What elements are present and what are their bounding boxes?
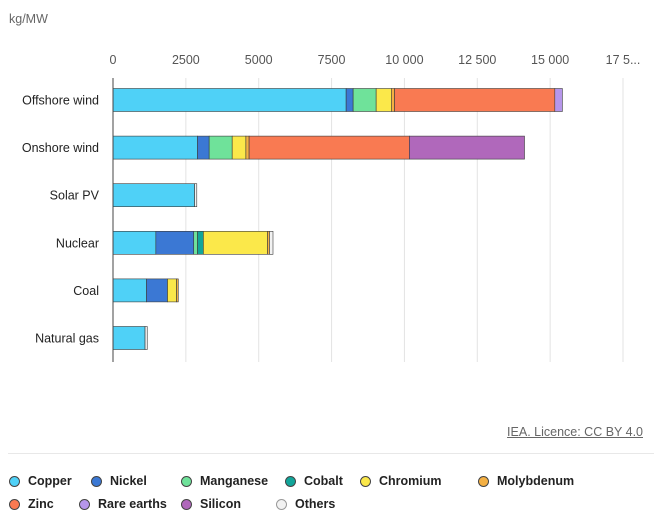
legend-item-zinc[interactable]: Zinc [9,497,79,511]
x-tick-label: 12 500 [458,53,496,67]
legend-item-nickel[interactable]: Nickel [91,474,181,488]
legend-swatch [91,475,102,487]
unit-label: kg/MW [9,12,48,26]
source-link[interactable]: IEA. Licence: CC BY 4.0 [507,425,643,439]
x-tick-label: 10 000 [385,53,423,67]
x-tick-label: 0 [110,53,117,67]
bar-segment-cobalt[interactable] [197,231,204,255]
bar-segment-others[interactable] [144,326,148,350]
legend-swatch [9,475,20,487]
legend-label: Copper [28,474,72,488]
bar-segment-nickel[interactable] [146,278,168,303]
legend-label: Silicon [200,497,241,511]
bar-segment-molybdenum[interactable] [267,231,270,255]
bar-segment-molybdenum[interactable] [391,88,395,112]
category-label: Natural gas [35,332,99,346]
legend-label: Molybdenum [497,474,575,488]
legend-swatch [181,498,192,510]
divider [8,453,654,454]
bar-segment-copper[interactable] [112,278,147,303]
legend-swatch [285,475,296,487]
legend-item-chromium[interactable]: Chromium [360,474,478,488]
legend-label: Chromium [379,474,442,488]
legend-swatch [478,475,489,487]
bar-segment-copper[interactable] [112,135,198,160]
bar-segment-copper[interactable] [112,231,157,255]
legend-swatch [181,475,192,487]
bar-segment-nickel[interactable] [197,135,210,160]
bar-segment-nickel[interactable] [345,88,354,112]
legend-item-molybdenum[interactable]: Molybdenum [478,474,598,488]
bar-segment-chromium[interactable] [203,231,268,255]
legend-swatch [276,498,287,510]
legend-item-rare-earths[interactable]: Rare earths [79,497,181,511]
bar-segment-chromium[interactable] [375,88,392,112]
category-label: Onshore wind [22,141,99,155]
x-tick-label: 15 000 [531,53,569,67]
bar-segment-chromium[interactable] [231,135,247,160]
category-label: Solar PV [50,189,100,203]
legend-label: Others [295,497,336,511]
category-label: Coal [73,284,99,298]
bar-segment-manganese[interactable] [208,135,233,160]
bar-segment-molybdenum[interactable] [245,135,250,160]
x-tick-label: 2500 [172,53,200,67]
bar-segment-copper[interactable] [112,88,347,112]
bar-segment-others[interactable] [269,231,274,255]
legend-swatch [360,475,371,487]
x-tick-label: 7500 [318,53,346,67]
bar-segment-zinc[interactable] [394,88,556,112]
x-tick-label: 5000 [245,53,273,67]
bars [112,88,563,350]
x-axis-ticks: 0 2500 5000 7500 10 000 12 500 15 000 17 5... [110,53,641,67]
bar-segment-silicon[interactable] [409,135,525,160]
legend-swatch [79,498,90,510]
legend: Copper Nickel Manganese Cobalt Chromium Molyb… [9,474,649,520]
category-label: Nuclear [56,236,99,250]
bar-segment-manganese[interactable] [193,231,198,255]
legend-label: Manganese [200,474,269,488]
legend-label: Zinc [28,497,54,511]
category-labels: Offshore wind Onshore wind Solar PV Nuclear… [22,94,100,346]
category-label: Offshore wind [22,94,99,108]
legend-item-copper[interactable]: Copper [9,474,91,488]
x-tick-label: 17 5... [606,53,641,67]
legend-label: Cobalt [304,474,343,488]
gridlines [185,78,624,362]
legend-label: Nickel [110,474,147,488]
bar-segment-nickel[interactable] [155,231,195,255]
legend-item-cobalt[interactable]: Cobalt [285,474,360,488]
legend-item-others[interactable]: Others [276,497,356,511]
bar-chart: kg/MW 0 2500 5000 7500 10 000 12 500 15 000 17 … [9,12,641,362]
legend-item-manganese[interactable]: Manganese [181,474,285,488]
bar-segment-others[interactable] [194,183,198,207]
legend-swatch [9,498,20,510]
bar-segment-chromium[interactable] [167,278,177,303]
bar-segment-copper[interactable] [112,326,146,350]
legend-item-silicon[interactable]: Silicon [181,497,276,511]
bar-segment-copper[interactable] [112,183,195,207]
bar-segment-manganese[interactable] [352,88,377,112]
bar-segment-rare-earths[interactable] [554,88,563,112]
bar-segment-molybdenum[interactable] [176,278,179,303]
bar-segment-zinc[interactable] [248,135,410,160]
legend-label: Rare earths [98,497,167,511]
